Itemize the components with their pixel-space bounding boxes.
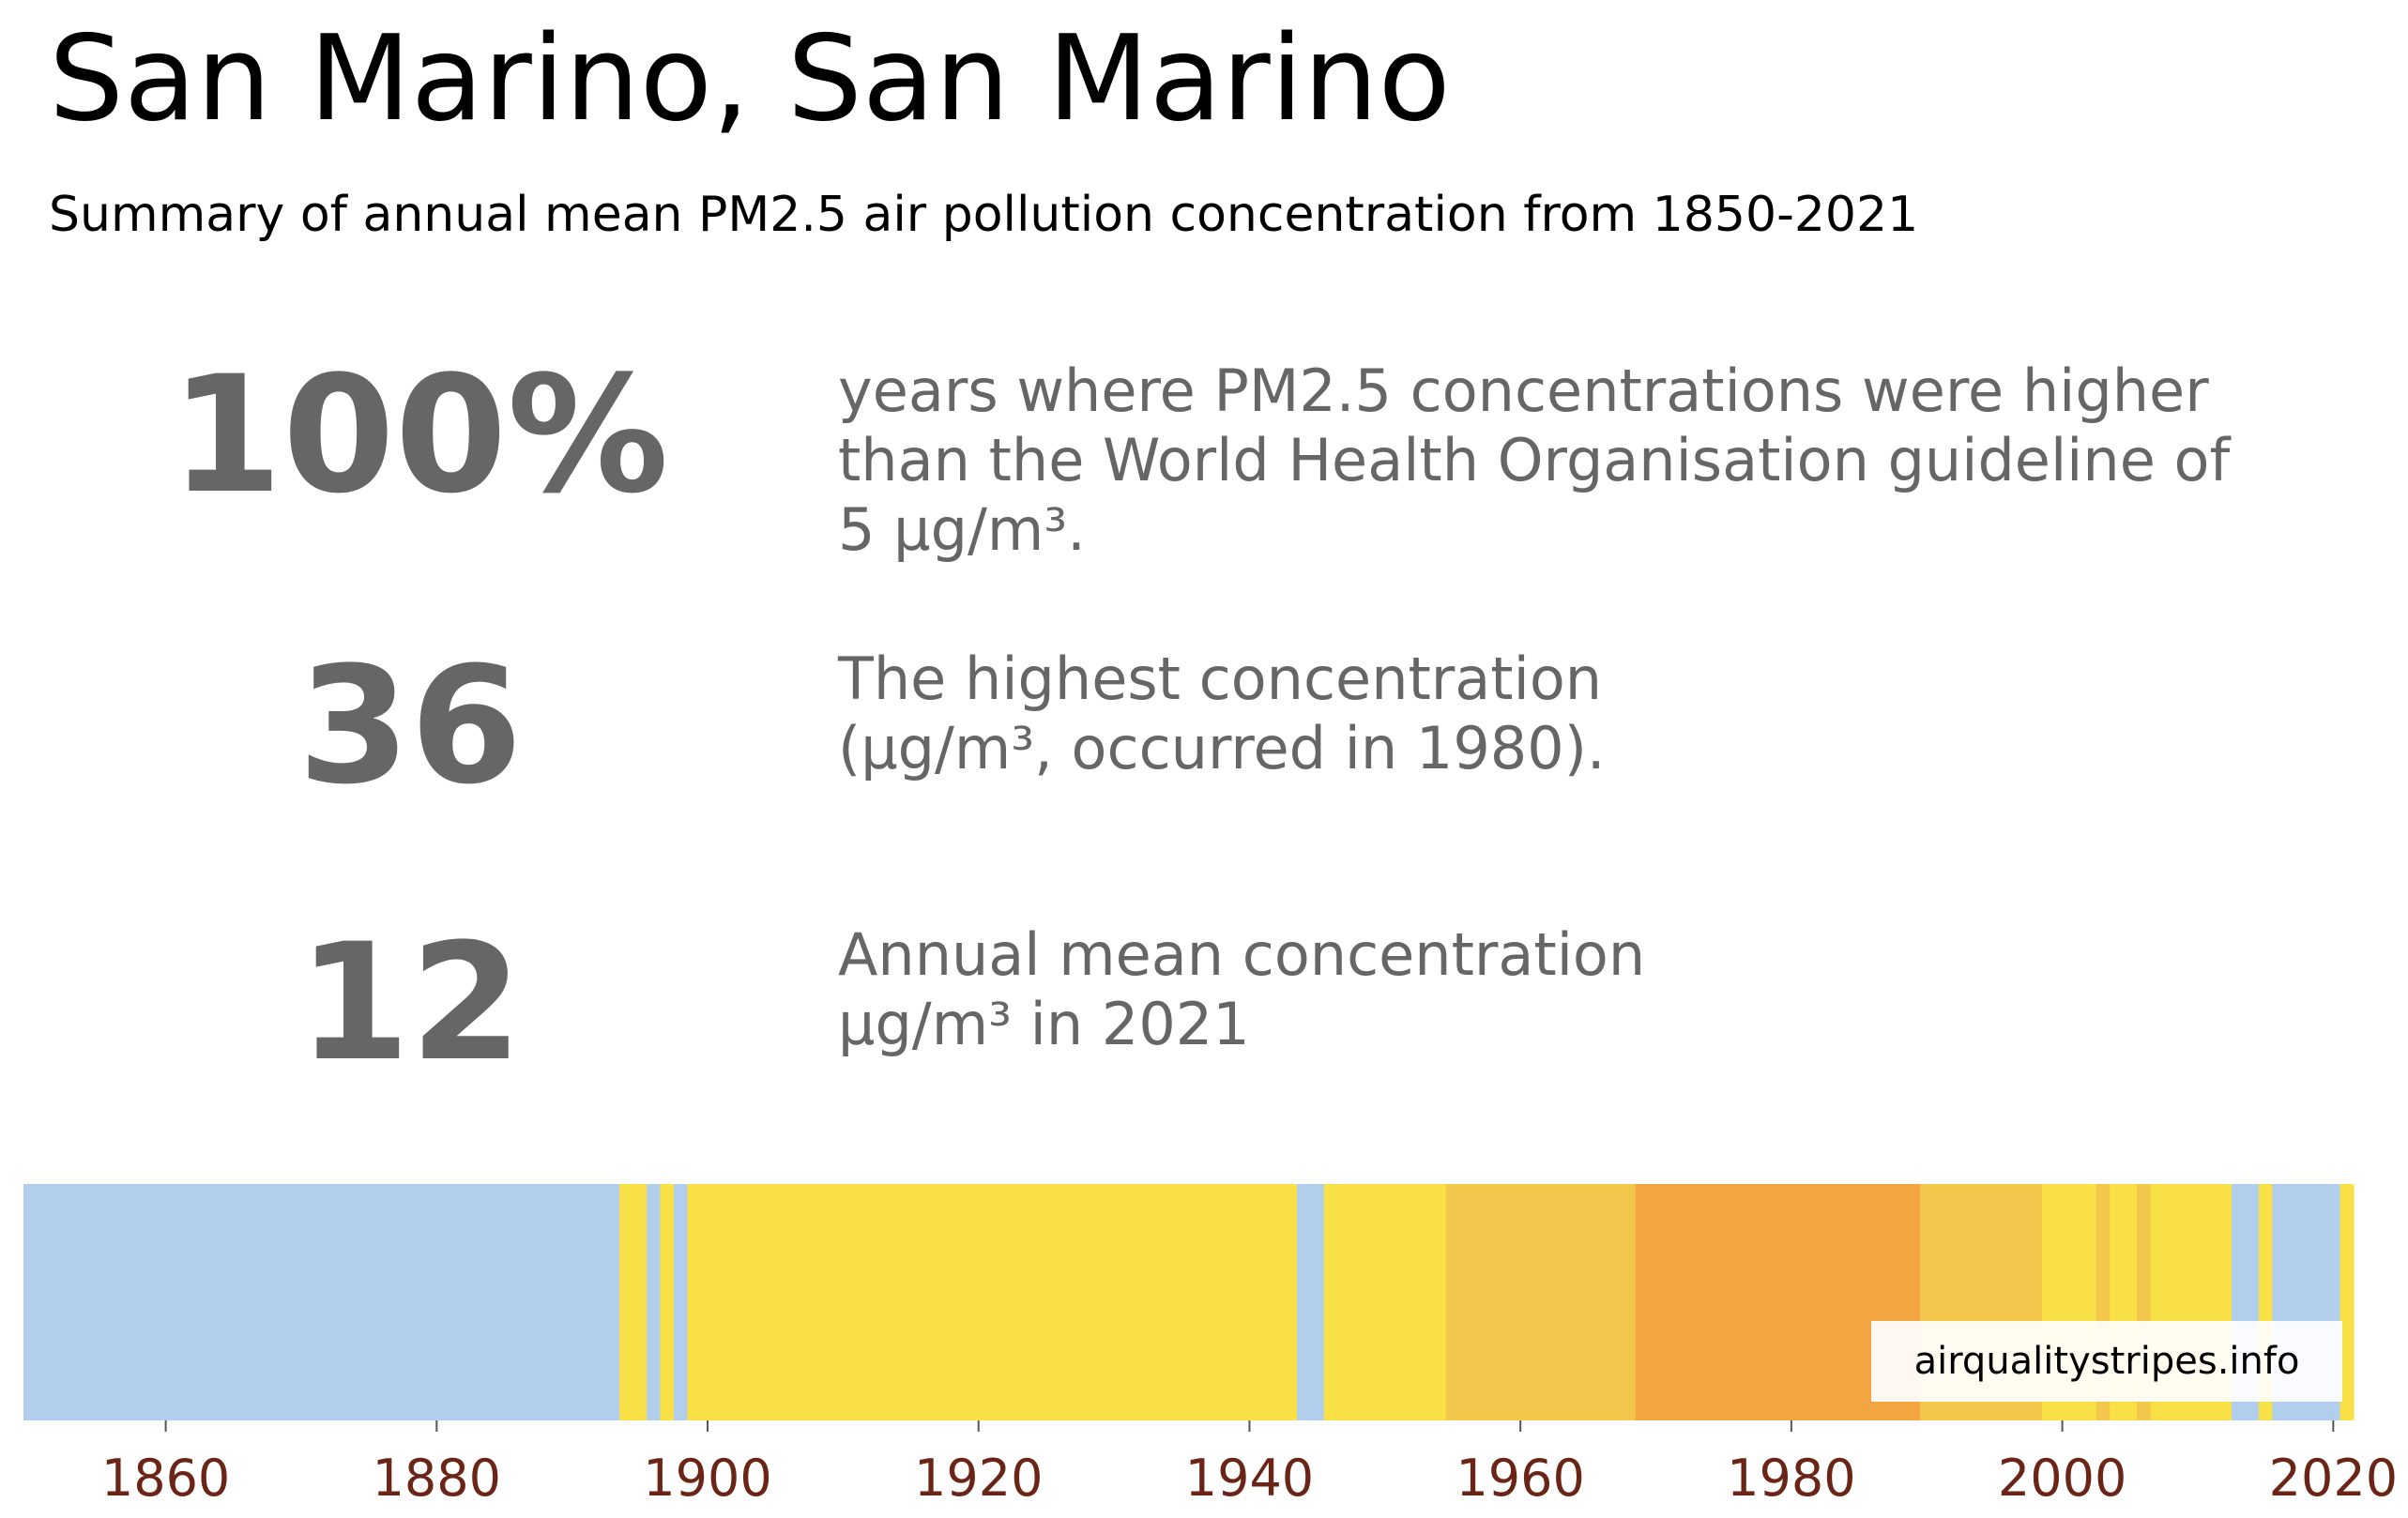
tick-label-1860: 1860 (101, 1449, 230, 1508)
tick-label-2020: 2020 (2269, 1449, 2398, 1508)
tick-label-1880: 1880 (373, 1449, 501, 1508)
stripe-band-1898 (673, 1184, 688, 1420)
stat-highest-value: 36 (297, 631, 523, 820)
tick-label-2000: 2000 (1998, 1449, 2126, 1508)
tick-label-1980: 1980 (1727, 1449, 1855, 1508)
stat-mean-value: 12 (297, 908, 523, 1097)
stripe-band-1897 (660, 1184, 675, 1420)
stat-highest-description: The highest concentration (µg/m³, occurr… (838, 645, 1606, 782)
stripe-band-1899 (687, 1184, 1298, 1420)
stat-mean-description: Annual mean concentration µg/m³ in 2021 (838, 920, 1646, 1058)
stripe-band-1896 (647, 1184, 662, 1420)
stripe-band-1955 (1445, 1184, 1637, 1420)
stripe-band-1894 (619, 1184, 648, 1420)
x-axis-ticks: 1860 1880 1900 1920 1940 1960 1980 2000 2020 (101, 1420, 2398, 1508)
source-badge: airqualitystripes.info (1871, 1321, 2342, 1402)
stat-percent-value: 100% (170, 341, 669, 529)
stripe-band-1850 (23, 1184, 620, 1420)
stripe-band-2021 (2339, 1184, 2355, 1420)
page-title: San Marino, San Marino (49, 9, 1451, 147)
page-subtitle: Summary of annual mean PM2.5 air polluti… (49, 187, 1919, 243)
stripe-bands (23, 1184, 2355, 1420)
tick-label-1900: 1900 (643, 1449, 771, 1508)
tick-label-1960: 1960 (1455, 1449, 1584, 1508)
stripe-band-1944 (1296, 1184, 1325, 1420)
tick-label-1940: 1940 (1185, 1449, 1314, 1508)
stat-percent-description: years where PM2.5 concentrations were hi… (838, 357, 2231, 564)
stripe-band-1946 (1323, 1184, 1447, 1420)
tick-label-1920: 1920 (914, 1449, 1043, 1508)
